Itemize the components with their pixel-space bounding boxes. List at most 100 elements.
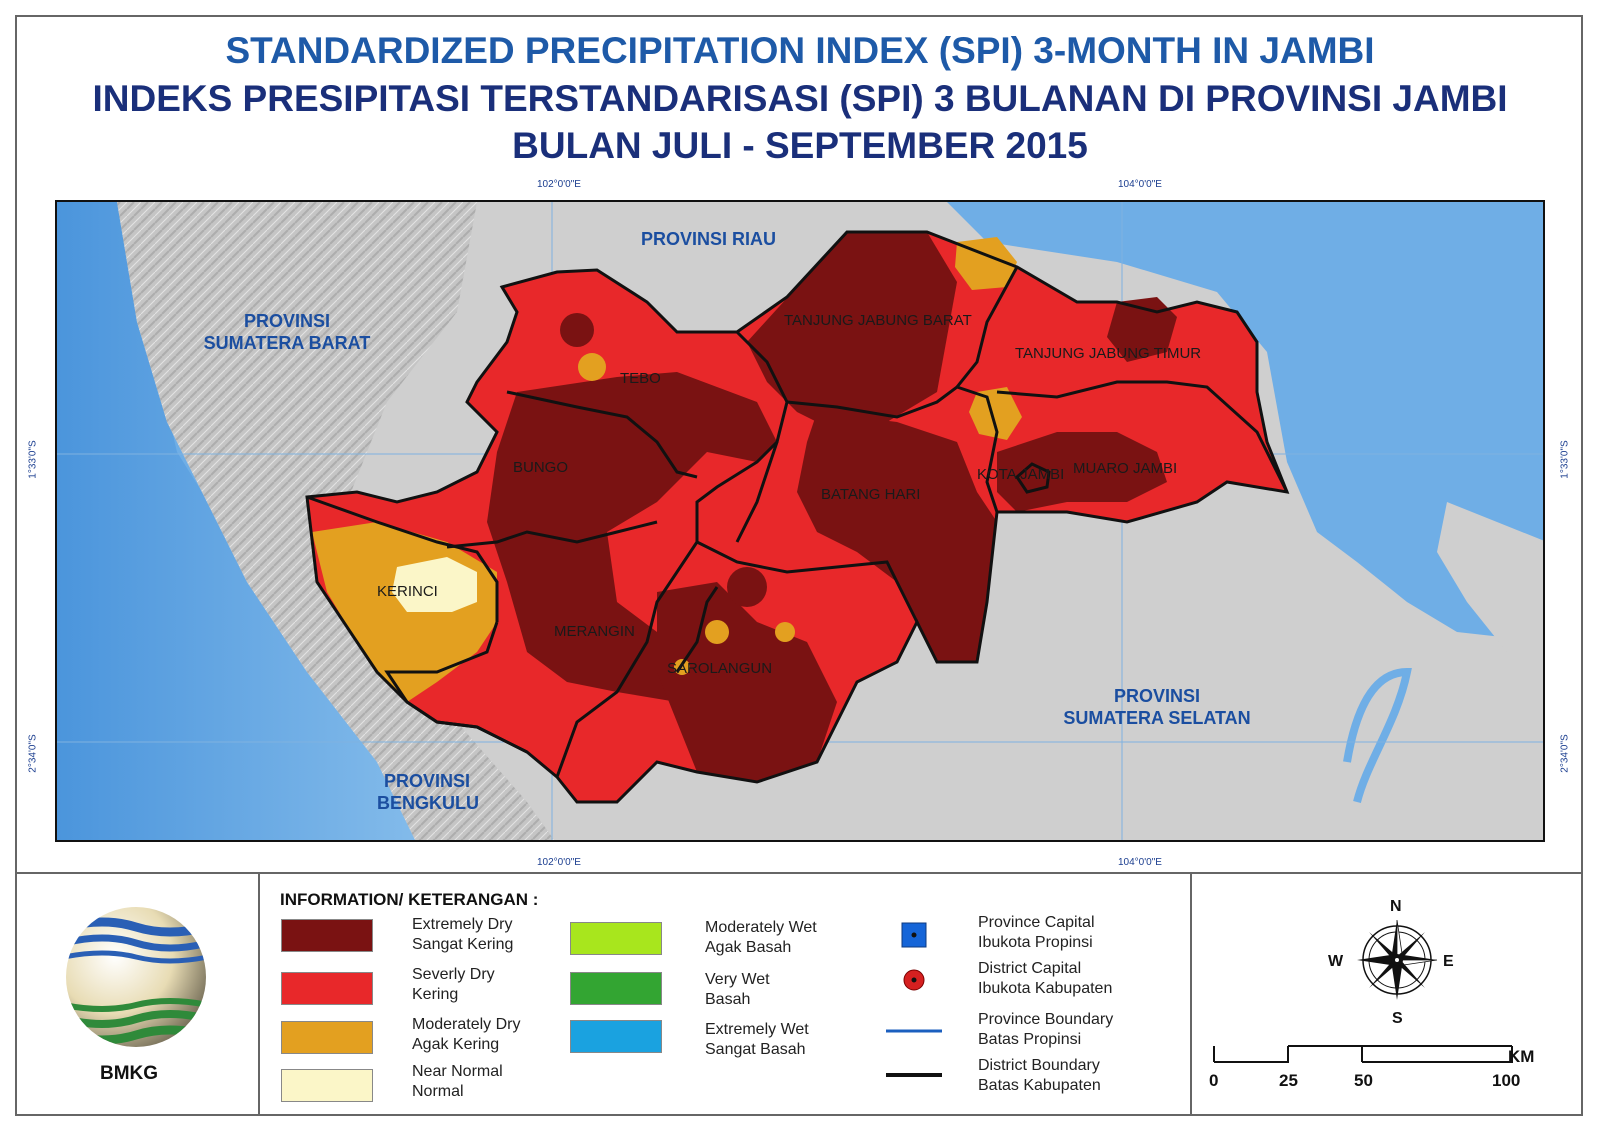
legend-swatch-extremely-dry bbox=[281, 919, 373, 952]
district-label-tanjab-timur: TANJUNG JABUNG TIMUR bbox=[1015, 345, 1202, 362]
legend-swatch-near-normal bbox=[281, 1069, 373, 1102]
zone-extremely-dry-bungo-merangin bbox=[487, 372, 777, 702]
zone-extremely-dry-sarolangun-spot bbox=[727, 567, 767, 607]
legend-province-boundary-en: Province Boundary bbox=[978, 1011, 1114, 1028]
legend-district-capital: District Capital Ibukota Kabupaten bbox=[978, 959, 1112, 999]
province-label-sumbar-line1: PROVINSI bbox=[243, 311, 331, 331]
compass-rose-icon bbox=[1357, 919, 1438, 1000]
boundary-sarolangun-north bbox=[696, 540, 919, 623]
legend-swatch-severely-dry bbox=[281, 972, 373, 1005]
district-label-muaro-jambi: MUARO JAMBI bbox=[1073, 460, 1178, 477]
legend-very-wet-id: Basah bbox=[705, 991, 751, 1008]
boundary-kerinci-south bbox=[384, 621, 528, 754]
legend-divider-left bbox=[258, 872, 260, 1116]
legend-item-extremely-dry: Extremely Dry Sangat Kering bbox=[412, 915, 513, 955]
province-label-bengkulu: PROVINSI BENGKULU bbox=[377, 770, 479, 814]
lat-label-left-1: 1°33'0"S bbox=[27, 440, 39, 479]
legend-swatch-moderately-dry bbox=[281, 1021, 373, 1054]
legend-district-boundary: District Boundary Batas Kabupaten bbox=[978, 1056, 1101, 1096]
legend-province-capital-id: Ibukota Propinsi bbox=[978, 934, 1093, 951]
lon-label-bottom-1: 102°0'0"E bbox=[537, 857, 581, 868]
district-label-sarolangun: SAROLANGUN bbox=[667, 660, 773, 677]
lon-label-bottom-2: 104°0'0"E bbox=[1118, 857, 1162, 868]
legend-severely-dry-id: Kering bbox=[412, 986, 459, 1003]
legend-extremely-dry-id: Sangat Kering bbox=[412, 936, 514, 953]
province-label-sumsel-line1: PROVINSI bbox=[1113, 686, 1201, 706]
legend-item-severely-dry: Severly Dry Kering bbox=[412, 965, 495, 1005]
zone-near-normal-kerinci bbox=[392, 557, 477, 612]
district-label-tanjab-barat: TANJUNG JABUNG BARAT bbox=[784, 312, 972, 329]
title-english: STANDARDIZED PRECIPITATION INDEX (SPI) 3… bbox=[225, 30, 1375, 71]
legend-very-wet-en: Very Wet bbox=[705, 971, 770, 988]
legend-item-very-wet: Very Wet Basah bbox=[705, 970, 770, 1010]
lat-label-left-2: 2°34'0"S bbox=[27, 734, 39, 773]
boundary-central bbox=[555, 330, 789, 778]
boundary-tanjab-timur-south bbox=[996, 380, 1289, 493]
province-label-sumbar: PROVINSI SUMATERA BARAT bbox=[197, 310, 377, 354]
lon-label-top-1: 102°0'0"E bbox=[537, 179, 581, 190]
boundary-kota-jambi bbox=[1015, 462, 1051, 494]
legend-swatch-extremely-wet bbox=[570, 1020, 662, 1053]
district-capital-icon bbox=[903, 969, 925, 991]
zone-moderately-dry-spot-1 bbox=[705, 620, 729, 644]
scale-tick-100: 100 bbox=[1492, 1071, 1521, 1090]
legend-item-extremely-wet: Extremely Wet Sangat Basah bbox=[705, 1020, 809, 1060]
legend-district-capital-id: Ibukota Kabupaten bbox=[978, 980, 1113, 997]
legend-severely-dry-en: Severly Dry bbox=[412, 966, 495, 983]
legend-province-capital: Province Capital Ibukota Propinsi bbox=[978, 913, 1095, 953]
scale-unit: KM bbox=[1508, 1047, 1535, 1066]
boundary-batang-hari-west bbox=[735, 441, 779, 543]
district-label-tebo: TEBO bbox=[620, 370, 661, 387]
symbol-legend-icons bbox=[886, 922, 942, 1077]
legend-moderately-wet-en: Moderately Wet bbox=[705, 919, 817, 936]
legend-extremely-wet-id: Sangat Basah bbox=[705, 1041, 806, 1058]
legend-moderately-wet-id: Agak Basah bbox=[705, 939, 792, 956]
scale-tick-50: 50 bbox=[1354, 1071, 1373, 1090]
legend-swatch-very-wet bbox=[570, 972, 662, 1005]
boundary-tanjab-barat-east bbox=[955, 266, 1019, 388]
lon-label-top-2: 104°0'0"E bbox=[1118, 179, 1162, 190]
compass-w-label: W bbox=[1328, 953, 1344, 970]
jambi-outline bbox=[305, 230, 1290, 804]
zone-extremely-dry-tebo-spot bbox=[560, 313, 594, 347]
boundary-tebo-bungo bbox=[506, 390, 698, 479]
zone-extremely-dry-tanjab-barat bbox=[747, 232, 957, 432]
zone-extremely-dry-muaro-jambi bbox=[997, 432, 1167, 512]
province-label-riau: PROVINSI RIAU bbox=[641, 229, 777, 249]
bmkg-logo bbox=[66, 907, 206, 1047]
legend-district-boundary-id: Batas Kabupaten bbox=[978, 1077, 1101, 1094]
zone-extremely-dry-batang-hari bbox=[797, 412, 997, 662]
zone-moderately-dry-spot-2 bbox=[775, 622, 795, 642]
scale-tick-0: 0 bbox=[1209, 1071, 1219, 1090]
legend-item-moderately-wet: Moderately Wet Agak Basah bbox=[705, 918, 817, 958]
compass-e-label: E bbox=[1443, 953, 1454, 970]
scale-tick-25: 25 bbox=[1279, 1071, 1298, 1090]
province-label-bengkulu-line1: PROVINSI bbox=[383, 771, 471, 791]
legend-heading: INFORMATION/ KETERANGAN : bbox=[280, 890, 539, 909]
bmkg-label: BMKG bbox=[100, 1063, 159, 1084]
district-boundaries bbox=[305, 230, 1290, 804]
scale-bar bbox=[1213, 1045, 1513, 1063]
boundary-bungo-merangin bbox=[446, 520, 658, 549]
legend-district-capital-en: District Capital bbox=[978, 960, 1082, 977]
map-canvas bbox=[57, 202, 1543, 840]
river-channel bbox=[1343, 667, 1412, 803]
zone-moderately-dry-tebo-spot bbox=[578, 353, 606, 381]
legend-extremely-dry-en: Extremely Dry bbox=[412, 916, 513, 933]
zone-extremely-dry-tanjab-timur bbox=[1107, 297, 1177, 362]
bangka-island bbox=[1437, 502, 1543, 661]
title-period: BULAN JULI - SEPTEMBER 2015 bbox=[512, 125, 1088, 166]
legend-item-near-normal: Near Normal Normal bbox=[412, 1062, 503, 1102]
zone-extremely-dry-sarolangun bbox=[657, 582, 837, 782]
province-label-sumsel-line2: SUMATERA SELATAN bbox=[1063, 708, 1251, 728]
province-label-sumbar-line2: SUMATERA BARAT bbox=[203, 333, 371, 353]
legend-moderately-dry-id: Agak Kering bbox=[412, 1036, 500, 1053]
zone-moderately-dry-jambi-city bbox=[969, 387, 1022, 440]
spi-map: TEBO BUNGO KERINCI MERANGIN SAROLANGUN B… bbox=[55, 200, 1545, 842]
lat-label-right-1: 1°33'0"S bbox=[1559, 440, 1571, 479]
legend-item-moderately-dry: Moderately Dry Agak Kering bbox=[412, 1015, 520, 1055]
district-label-kota-jambi: KOTA JAMBI bbox=[977, 466, 1065, 483]
compass-s-label: S bbox=[1392, 1010, 1403, 1027]
legend-moderately-dry-en: Moderately Dry bbox=[412, 1016, 521, 1033]
province-capital-icon bbox=[901, 922, 927, 948]
